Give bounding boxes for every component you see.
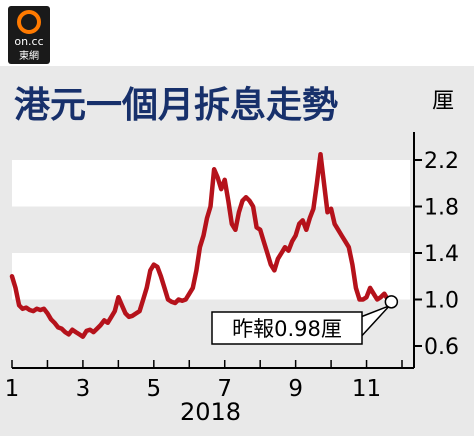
x-tick-label-2: 5 <box>146 376 161 402</box>
annotation-marker-0 <box>384 295 399 309</box>
y-tick-label-4: 0.6 <box>424 335 459 360</box>
x-tick-label-5: 11 <box>352 376 381 402</box>
y-tick-label-1: 1.8 <box>424 196 459 221</box>
x-tick-label-1: 3 <box>76 376 91 402</box>
y-unit-label: 厘 <box>432 89 454 114</box>
chart-background <box>0 66 474 436</box>
series-line-0 <box>9 151 394 339</box>
x-tick-label-4: 9 <box>288 376 303 402</box>
x-tick-label-0: 1 <box>5 376 20 402</box>
annotation-group: 昨報0.98厘 <box>211 295 399 345</box>
series-group <box>9 151 394 339</box>
annotation-label-0: 昨報0.98厘 <box>232 317 342 341</box>
logo-ring <box>17 10 41 34</box>
x-tick-label-3: 7 <box>217 376 232 402</box>
grid-bands <box>12 160 410 300</box>
annotation-box-0 <box>211 311 363 345</box>
y-tick-label-2: 1.4 <box>424 242 459 267</box>
x-axis-label: 2018 <box>180 398 241 426</box>
grid-band-1 <box>12 253 410 300</box>
chart-title: 港元一個月拆息走勢 <box>14 85 338 126</box>
logo-caption: 東網 <box>19 49 39 62</box>
y-axis: 2.2 1.8 1.4 1.0 0.6 <box>413 132 459 368</box>
on-cc-logo-icon <box>8 6 50 64</box>
logo: on.cc 東網 <box>14 10 44 62</box>
y-tick-label-3: 1.0 <box>424 289 459 314</box>
y-tick-label-0: 2.2 <box>424 149 459 174</box>
logo-text: on.cc <box>14 35 43 48</box>
x-axis: 1 3 5 7 9 11 <box>5 360 414 402</box>
